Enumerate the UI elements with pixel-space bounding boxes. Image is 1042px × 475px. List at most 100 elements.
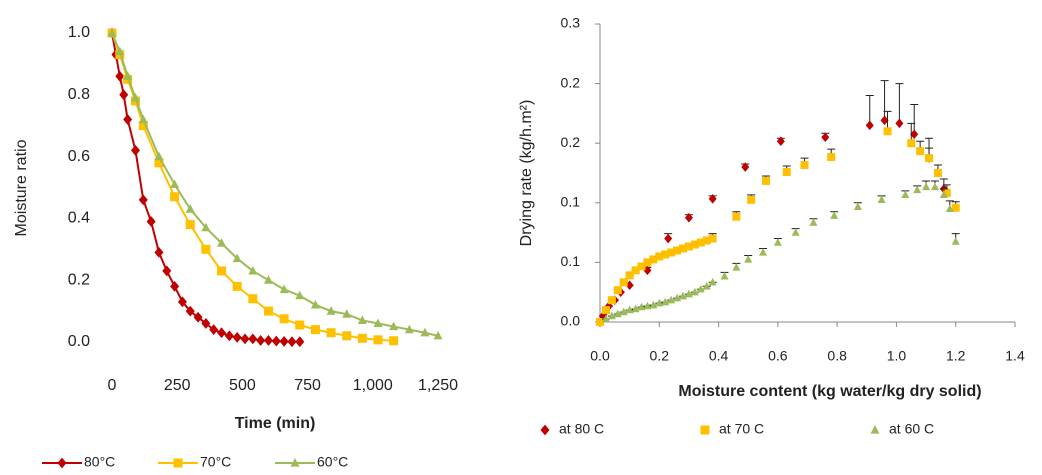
x-tick-label: 1.4 <box>1005 348 1025 364</box>
error-bar <box>865 95 874 126</box>
marker <box>708 194 717 204</box>
marker <box>263 275 273 284</box>
x-tick-label: 0.2 <box>650 348 670 364</box>
marker <box>596 318 604 326</box>
marker <box>130 145 140 156</box>
marker <box>201 244 211 254</box>
marker <box>613 286 622 295</box>
marker <box>185 305 195 317</box>
marker <box>185 220 195 230</box>
marker <box>916 147 925 156</box>
marker <box>883 127 892 136</box>
marker <box>138 194 148 206</box>
marker <box>853 202 862 210</box>
x-tick-label: 1.0 <box>887 348 907 364</box>
marker <box>107 28 117 37</box>
y-tick-label: 0.1 <box>561 253 581 269</box>
marker <box>762 176 770 185</box>
legend-label: at 80 C <box>559 421 604 437</box>
error-bar <box>910 103 919 135</box>
marker <box>690 287 699 296</box>
marker <box>643 258 652 267</box>
marker <box>201 222 211 232</box>
marker <box>601 306 610 315</box>
marker <box>700 425 710 435</box>
marker <box>667 248 676 257</box>
marker <box>732 212 741 221</box>
y-tick-label: 0.0 <box>68 333 90 350</box>
marker <box>279 284 289 294</box>
marker <box>951 203 960 212</box>
line <box>111 32 300 343</box>
marker <box>130 92 140 102</box>
marker <box>326 328 336 338</box>
marker <box>643 301 652 310</box>
marker <box>357 315 367 324</box>
marker <box>232 331 242 343</box>
marker <box>690 240 699 249</box>
marker <box>895 118 904 129</box>
marker <box>696 238 705 247</box>
marker <box>373 335 383 345</box>
marker <box>619 278 628 287</box>
marker <box>256 335 266 346</box>
marker <box>922 182 931 191</box>
marker <box>637 302 646 311</box>
y-tick-label: 0.6 <box>68 148 90 165</box>
marker <box>248 265 258 275</box>
marker <box>263 306 273 316</box>
marker <box>827 153 836 162</box>
legend-label: 60°C <box>317 454 348 470</box>
y-tick-label: 0.2 <box>68 271 90 288</box>
marker <box>357 333 367 343</box>
x-axis-title: Time (min) <box>235 415 316 432</box>
marker <box>310 299 320 309</box>
marker <box>170 179 180 189</box>
marker <box>154 158 164 168</box>
x-tick-label: 0.6 <box>768 348 788 364</box>
x-tick-label: 0 <box>108 377 117 394</box>
marker <box>679 291 687 300</box>
marker <box>773 238 782 246</box>
marker <box>146 216 156 227</box>
marker <box>295 336 305 348</box>
marker <box>279 314 289 324</box>
marker <box>655 298 664 307</box>
marker <box>720 271 729 280</box>
marker <box>389 321 399 331</box>
marker <box>123 114 133 125</box>
marker <box>115 70 125 82</box>
marker <box>240 333 250 345</box>
marker <box>154 246 164 258</box>
marker <box>540 424 550 436</box>
marker <box>123 71 133 80</box>
marker <box>696 284 705 293</box>
x-tick-label: 250 <box>164 377 191 394</box>
marker <box>679 244 687 253</box>
marker <box>232 253 242 263</box>
y-tick-label: 0.1 <box>561 194 581 210</box>
marker <box>708 234 717 243</box>
marker <box>821 132 830 143</box>
marker <box>613 309 622 318</box>
y-tick-label: 0.3 <box>561 15 581 31</box>
marker <box>661 250 670 259</box>
x-tick-label: 0.4 <box>709 348 729 364</box>
marker <box>115 46 125 56</box>
marker <box>326 306 336 315</box>
marker <box>913 185 922 194</box>
marker <box>655 252 664 261</box>
marker <box>637 262 646 271</box>
marker <box>389 336 399 346</box>
marker <box>162 265 172 277</box>
marker <box>759 248 768 256</box>
marker <box>649 255 658 264</box>
marker <box>951 237 960 245</box>
marker <box>684 242 693 251</box>
marker <box>901 190 910 199</box>
y-tick-label: 0.2 <box>561 134 581 150</box>
marker <box>625 280 634 291</box>
marker <box>800 161 809 170</box>
marker <box>708 277 717 286</box>
marker <box>661 297 670 306</box>
